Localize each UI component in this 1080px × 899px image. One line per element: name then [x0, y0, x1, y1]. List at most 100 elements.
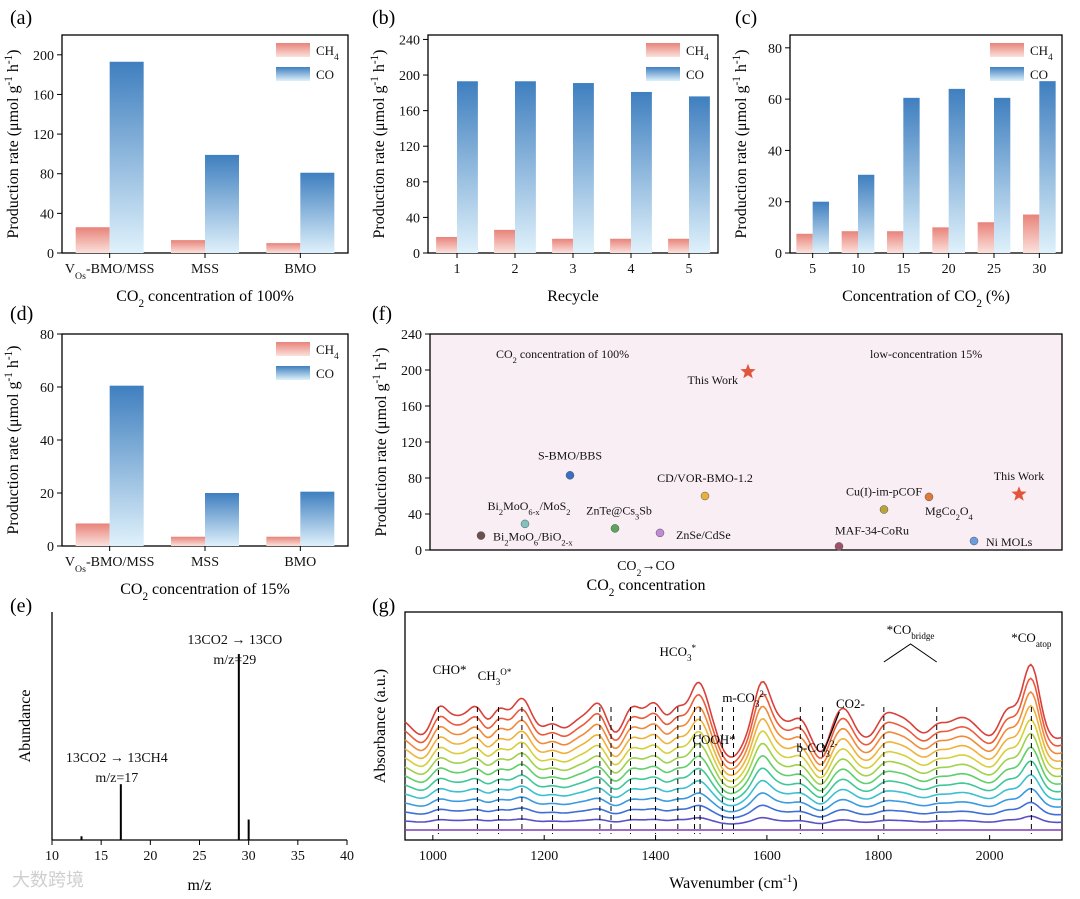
plot-frame [789, 34, 1063, 254]
bar-co [109, 61, 144, 253]
x-tick-label: 1400 [642, 849, 670, 864]
y-tick-label: 40 [406, 211, 420, 226]
bar-ch4 [436, 236, 457, 253]
point-label: Bi2MoO6/BiO2-x [493, 530, 573, 548]
plot-frame [404, 611, 1063, 841]
star-marker [740, 363, 756, 379]
x-tick-label: 5 [809, 262, 816, 277]
x-tick-label: 15 [896, 262, 910, 277]
y-tick-label: 120 [33, 128, 54, 143]
legend-swatch [646, 43, 680, 57]
bar-co [109, 385, 144, 546]
legend-label: CH4 [316, 43, 339, 62]
x-tick-label: 40 [340, 849, 354, 864]
y-axis-title: Production rate (μmol g-1 h-1) [3, 50, 22, 239]
chart-d: (d) 0 20 40 60 80 Production rate (μmol g-1 h-… [3, 303, 349, 603]
x-tick-label: 30 [1032, 262, 1046, 277]
data-point [476, 531, 486, 540]
chart-a: (a) 0 40 80 120 160 200 Production rate (μmol g… [3, 7, 349, 310]
x-tick-label: 25 [987, 262, 1001, 277]
data-point [655, 528, 665, 538]
bar-co [573, 83, 594, 253]
co2-arrow [823, 711, 840, 753]
legend-swatch [276, 43, 310, 57]
band-label: HCO3* [660, 643, 697, 663]
bar-co [903, 97, 920, 253]
point-label: ZnTe@Cs3Sb [586, 503, 652, 521]
y-tick-label: 200 [399, 69, 420, 84]
bar-co [689, 96, 710, 253]
y-tick-label: 20 [40, 487, 54, 502]
x-axis-title: Recycle [547, 288, 599, 305]
y-tick-label: 120 [401, 436, 422, 451]
spectrum-line [404, 773, 1063, 807]
x-tick-label: 10 [851, 262, 865, 277]
y-tick-label: 160 [33, 88, 54, 103]
y-tick-label: 240 [399, 33, 420, 48]
data-point [700, 491, 710, 501]
y-tick-label: 0 [775, 247, 782, 262]
point-label: CD/VOR-BMO-1.2 [657, 471, 753, 485]
bar-ch4 [75, 523, 110, 546]
legend-swatch [276, 366, 310, 380]
panel-letter: (g) [372, 595, 395, 617]
bar-co [948, 88, 965, 253]
panel-letter: (b) [372, 7, 395, 29]
y-tick-label: 60 [768, 93, 782, 108]
point-label: This Work [994, 469, 1044, 483]
bar-ch4 [932, 227, 949, 253]
x-tick-label: 5 [686, 262, 693, 277]
y-axis-title: Production rate (μmol g-1 h-1) [371, 348, 390, 537]
x-axis-title: CO2 concentration [587, 577, 706, 599]
bar-ch4 [552, 238, 573, 253]
legend-label: CO [686, 67, 704, 82]
region-label: CO2 concentration of 100% [496, 347, 629, 365]
bar-co [631, 91, 652, 254]
y-axis-title: Absorbance (a.u.) [372, 669, 389, 783]
y-tick-label: 200 [33, 49, 54, 64]
x-tick-label: 4 [628, 262, 635, 277]
chart-c: (c) 0 20 40 60 80 Production rate (μmol g-1 h-… [731, 7, 1063, 310]
x-axis-title: Concentration of CO2 (%) [842, 288, 1010, 310]
bar-ch4 [668, 238, 689, 253]
x-tick-label: 2 [512, 262, 519, 277]
x-tick-label: 2000 [976, 849, 1004, 864]
region-label: low-concentration 15% [870, 347, 982, 361]
x-axis-title: Wavenumber (cm-1) [669, 873, 797, 892]
panel-letter: (f) [372, 303, 392, 325]
band-label: b-CO32- [797, 739, 838, 759]
y-axis-title: Abundance [17, 690, 34, 763]
bar-ch4 [1023, 214, 1040, 253]
y-tick-label: 240 [401, 328, 422, 343]
bar-co [1039, 81, 1056, 253]
legend-label: CO [1030, 67, 1048, 82]
point-label: Bi2MoO6-x/MoS2 [488, 499, 571, 517]
x-tick-label: 1200 [530, 849, 558, 864]
bar-ch4 [266, 243, 301, 253]
spectrum-line [404, 787, 1063, 813]
x-tick-label: 20 [143, 849, 157, 864]
band-label: CHO* [433, 662, 467, 677]
bar-ch4 [977, 222, 994, 253]
spectrum-line [404, 690, 1063, 770]
legend-label: CH4 [1030, 43, 1053, 62]
bar-co [205, 493, 239, 546]
chart-f: (f) 0 40 80 120 160 200 240 Production rate (μmo… [371, 303, 1063, 599]
bar-co [812, 201, 829, 253]
watermark: 大数跨境 [12, 870, 84, 891]
legend-swatch [990, 43, 1024, 57]
legend-label: CO [316, 366, 334, 381]
y-tick-label: 160 [399, 105, 420, 120]
y-tick-label: 40 [408, 508, 422, 523]
bar-co [300, 491, 335, 546]
y-tick-label: 0 [413, 247, 420, 262]
point-label: MAF-34-CoRu [835, 523, 909, 537]
point-label: MgCo2O4 [925, 504, 974, 522]
y-tick-label: 40 [40, 434, 54, 449]
x-tick-label: BMO [284, 555, 316, 570]
x-tick-label: 10 [45, 849, 59, 864]
y-tick-label: 80 [768, 42, 782, 57]
x-tick-label: BMO [284, 262, 316, 277]
bridge-bracket [883, 643, 938, 663]
x-sublabel: CO2→CO [617, 559, 675, 579]
